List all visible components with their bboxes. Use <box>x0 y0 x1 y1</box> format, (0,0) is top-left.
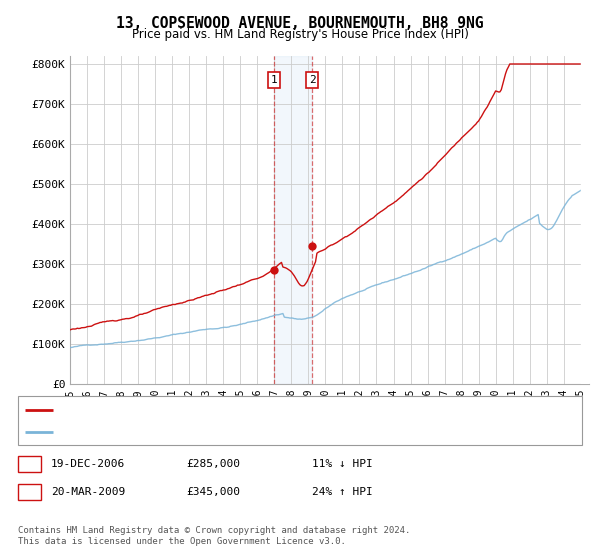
Text: 24% ↑ HPI: 24% ↑ HPI <box>312 487 373 497</box>
Text: £345,000: £345,000 <box>186 487 240 497</box>
Text: 13, COPSEWOOD AVENUE, BOURNEMOUTH, BH8 9NG: 13, COPSEWOOD AVENUE, BOURNEMOUTH, BH8 9… <box>116 16 484 31</box>
Bar <box>581 56 589 384</box>
Text: 1: 1 <box>26 459 33 469</box>
Bar <box>274 56 312 384</box>
Text: £285,000: £285,000 <box>186 459 240 469</box>
Text: HPI: Average price, detached house, Bournemouth Christchurch and Poole: HPI: Average price, detached house, Bour… <box>58 427 478 437</box>
Text: Contains HM Land Registry data © Crown copyright and database right 2024.
This d: Contains HM Land Registry data © Crown c… <box>18 526 410 546</box>
Text: 11% ↓ HPI: 11% ↓ HPI <box>312 459 373 469</box>
Text: 19-DEC-2006: 19-DEC-2006 <box>51 459 125 469</box>
Text: 2: 2 <box>26 487 33 497</box>
Text: Price paid vs. HM Land Registry's House Price Index (HPI): Price paid vs. HM Land Registry's House … <box>131 28 469 41</box>
Text: 2: 2 <box>309 75 316 85</box>
Text: 1: 1 <box>271 75 277 85</box>
Text: 13, COPSEWOOD AVENUE, BOURNEMOUTH, BH8 9NG (detached house): 13, COPSEWOOD AVENUE, BOURNEMOUTH, BH8 9… <box>58 405 412 415</box>
Text: 20-MAR-2009: 20-MAR-2009 <box>51 487 125 497</box>
